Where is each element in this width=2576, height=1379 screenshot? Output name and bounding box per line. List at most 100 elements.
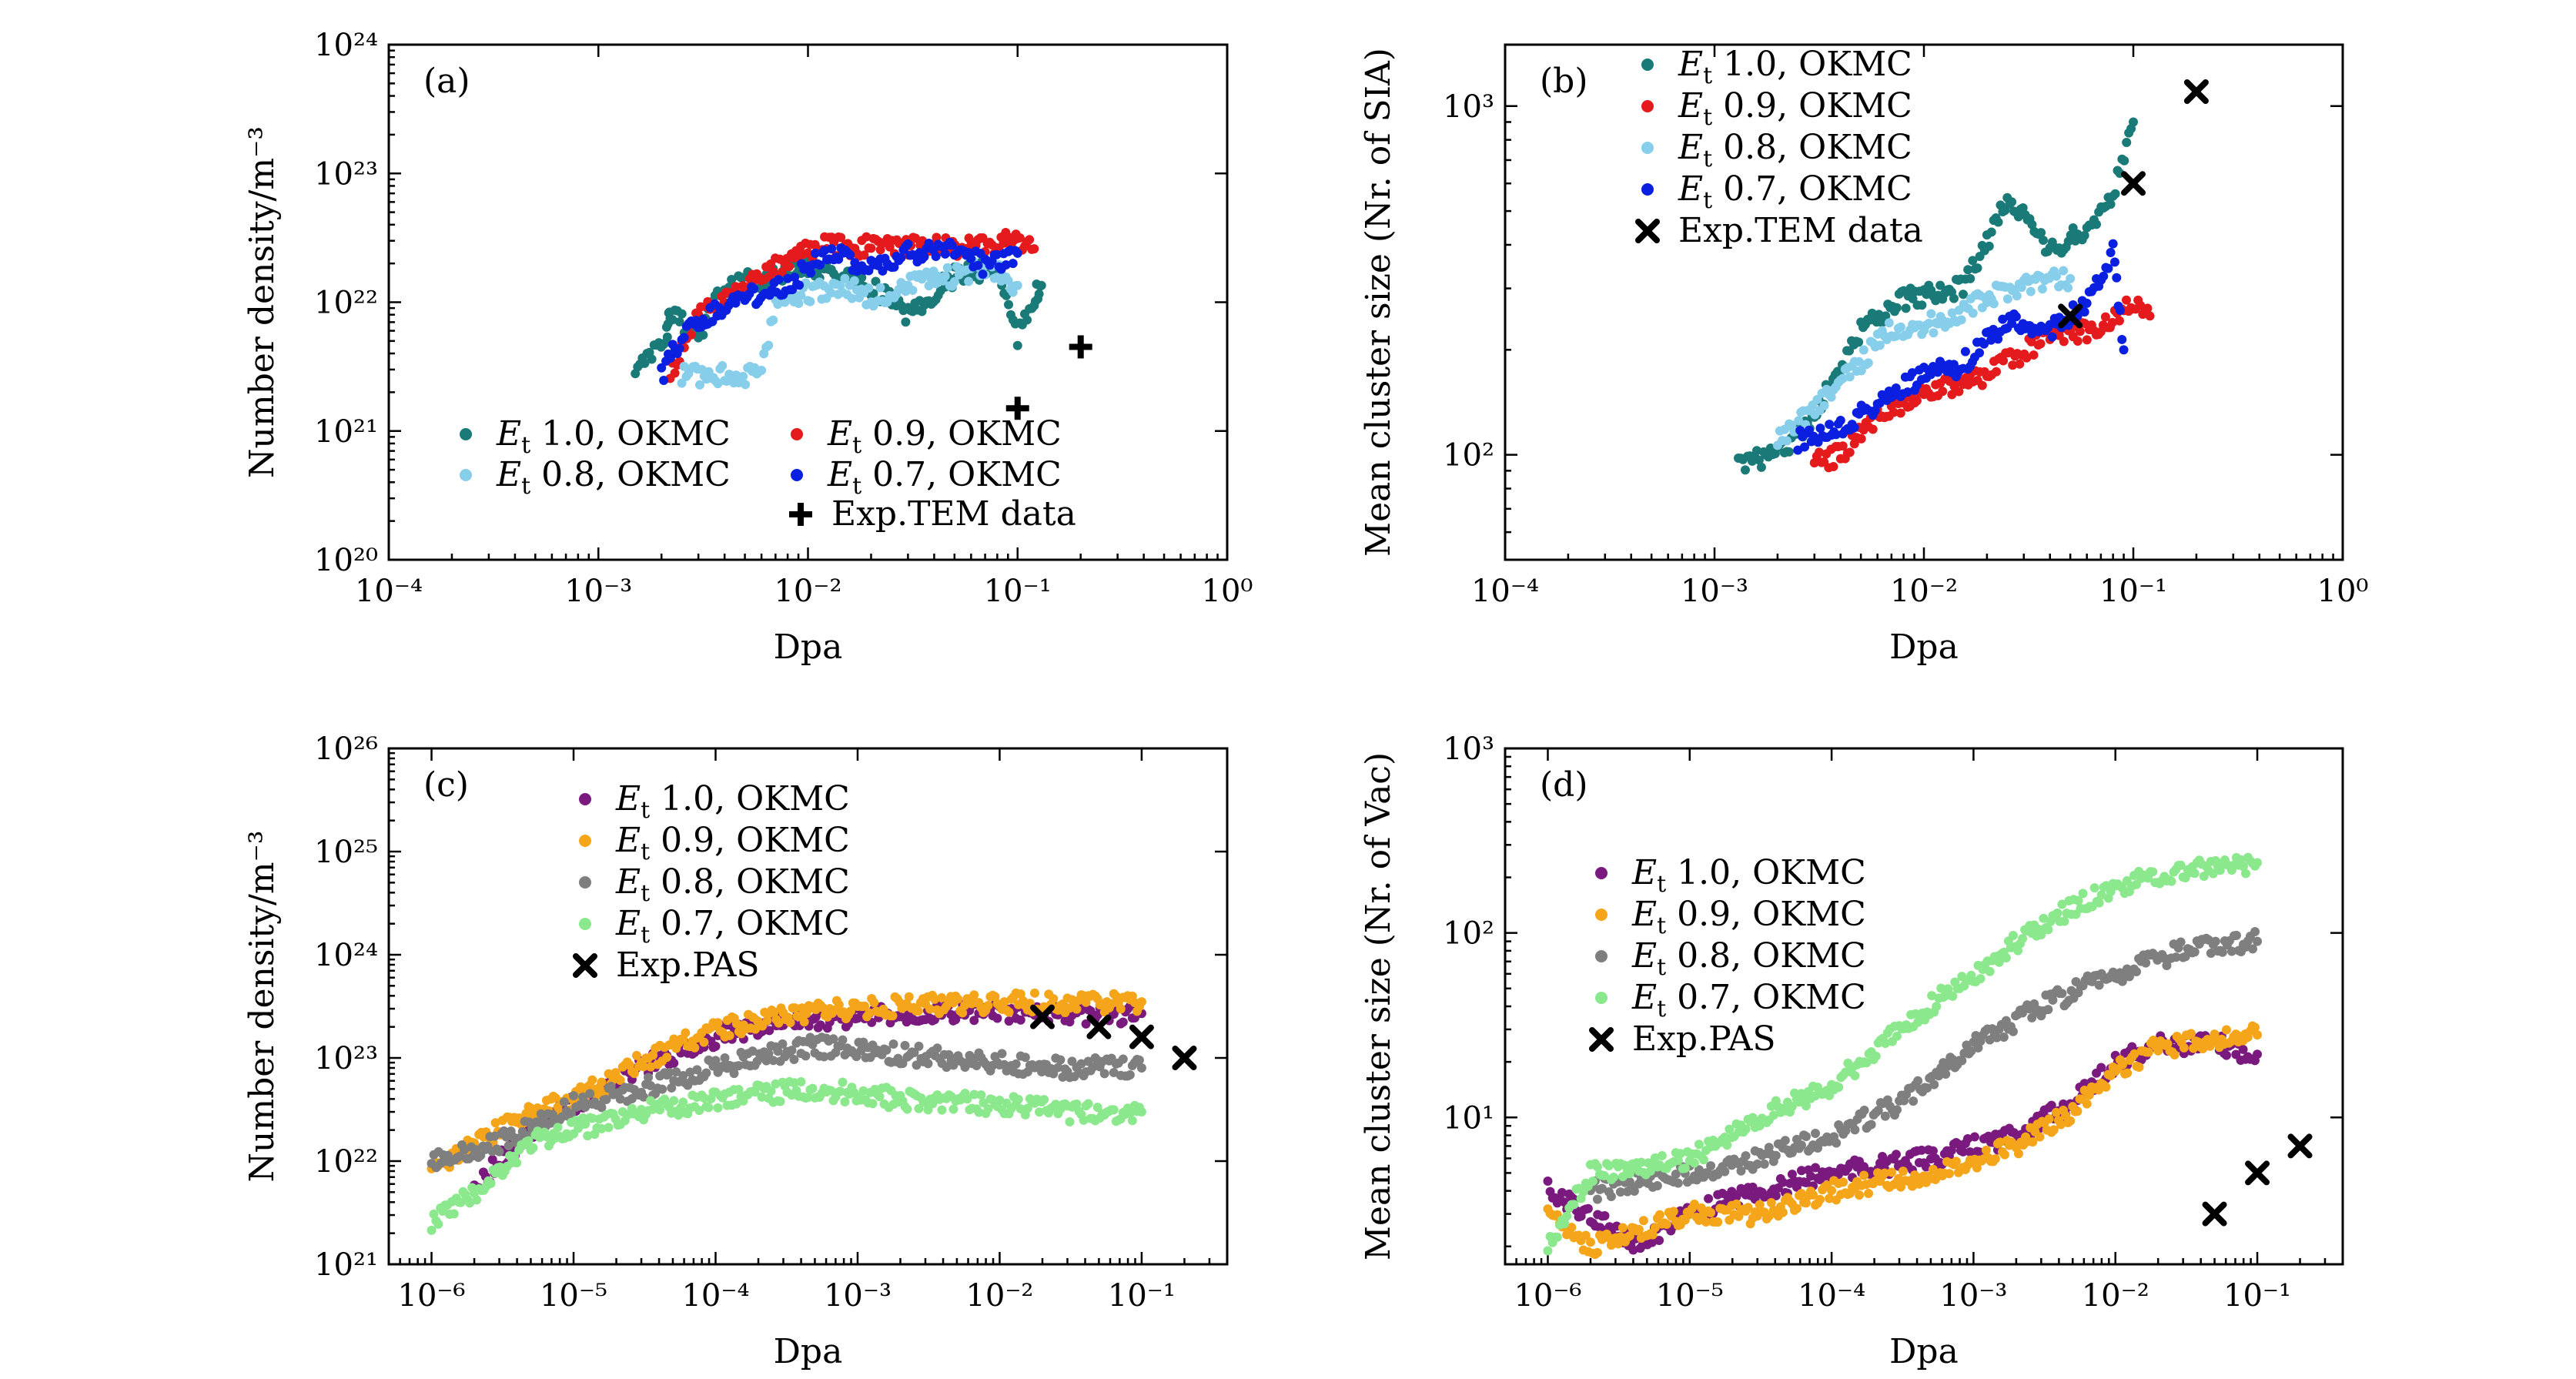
data-point xyxy=(757,1092,767,1102)
data-point xyxy=(1608,1172,1618,1182)
data-point xyxy=(615,1094,625,1104)
data-point xyxy=(2057,899,2067,909)
data-point xyxy=(964,276,974,286)
data-point xyxy=(2179,1043,2189,1053)
data-point xyxy=(2056,1120,2066,1130)
data-point xyxy=(1956,315,1966,325)
data-point xyxy=(1875,398,1885,408)
data-point xyxy=(969,1089,979,1100)
data-point xyxy=(1880,1168,1890,1178)
data-point xyxy=(1936,983,1946,993)
data-point xyxy=(2066,986,2076,996)
data-point xyxy=(1801,1198,1811,1208)
data-point xyxy=(494,1146,504,1156)
data-point xyxy=(925,1004,935,1014)
legend-entry: Et 1.0, OKMC xyxy=(1641,45,1912,89)
data-point xyxy=(1947,308,1957,318)
legend-label-sub: t xyxy=(1703,62,1712,89)
data-point xyxy=(741,380,751,390)
legend-label-sub: t xyxy=(852,432,861,459)
data-point xyxy=(1875,340,1885,350)
data-point xyxy=(1972,263,1982,273)
series-2 xyxy=(427,988,1146,1173)
data-point xyxy=(1834,1083,1844,1093)
data-point xyxy=(2079,230,2089,240)
data-point xyxy=(2202,1201,2227,1227)
data-point xyxy=(2170,1050,2180,1060)
data-point xyxy=(1892,303,1902,313)
legend-label: Et 0.7, OKMC xyxy=(827,455,1062,500)
data-point xyxy=(1891,331,1901,341)
data-point xyxy=(1680,1163,1690,1173)
data-point xyxy=(644,1073,654,1083)
data-point xyxy=(2136,300,2146,310)
legend-label: Et 0.9, OKMC xyxy=(1678,86,1912,131)
data-point xyxy=(838,1077,848,1087)
legend-label-rest: 0.9, OKMC xyxy=(650,821,850,860)
y-axis-label: Number density/m⁻³ xyxy=(243,831,282,1183)
x-axis-label: Dpa xyxy=(1889,628,1959,667)
legend-label-main: E xyxy=(1631,895,1657,934)
data-point xyxy=(1689,1200,1699,1210)
data-point xyxy=(1592,1247,1602,1257)
data-point xyxy=(1856,433,1866,443)
x-tick-label: 10⁻⁵ xyxy=(1656,1278,1724,1314)
data-point xyxy=(762,1016,772,1026)
x-tick-label: 10⁰ xyxy=(2317,574,2369,609)
data-point xyxy=(664,1067,674,1077)
data-point xyxy=(1585,1237,1595,1247)
data-point xyxy=(1791,1203,1802,1213)
data-point xyxy=(1072,1099,1082,1109)
legend-entry: Et 0.9, OKMC xyxy=(791,414,1062,459)
data-point xyxy=(1065,1117,1075,1127)
chart-panel-3: 10⁻⁶ 10⁻⁵ 10⁻⁴ 10⁻³ 10⁻² 10⁻¹ 10²¹ 10²² 10²³ 10²⁴… xyxy=(243,731,1229,1371)
data-point xyxy=(2015,359,2025,369)
legend-marker xyxy=(1595,992,1607,1004)
data-point xyxy=(992,249,1002,259)
data-point xyxy=(1901,303,1911,313)
data-point xyxy=(2253,858,2263,868)
data-point xyxy=(1689,1158,1699,1168)
data-point xyxy=(835,280,845,290)
data-point xyxy=(1118,1017,1128,1027)
data-point xyxy=(2145,311,2155,321)
y-tick-label: 10³ xyxy=(1443,89,1494,125)
data-point xyxy=(490,1118,500,1128)
data-point xyxy=(1036,280,1046,290)
data-point xyxy=(1985,966,1995,976)
data-point xyxy=(2066,1116,2076,1126)
data-point xyxy=(914,1041,924,1051)
data-point xyxy=(2058,303,2083,329)
data-point xyxy=(845,1006,855,1016)
data-point xyxy=(580,1119,590,1129)
data-point xyxy=(1560,1219,1570,1229)
data-point xyxy=(659,376,669,386)
data-point xyxy=(2166,876,2176,886)
data-point xyxy=(2001,952,2011,962)
data-point xyxy=(1968,256,1978,266)
data-point xyxy=(524,1136,534,1146)
chart-panel-1: 10⁻⁴ 10⁻³ 10⁻² 10⁻¹ 10⁰ 10²⁰ 10²¹ 10²² 10²³ 10²⁴ D… xyxy=(243,28,1253,667)
data-point xyxy=(768,315,778,325)
data-point xyxy=(1811,1129,1821,1139)
data-point xyxy=(2059,266,2069,276)
data-point xyxy=(1600,1210,1610,1220)
legend-label: Et 1.0, OKMC xyxy=(615,779,850,824)
data-point xyxy=(2108,239,2118,249)
data-point xyxy=(875,1092,885,1102)
data-point xyxy=(1873,1106,1883,1116)
data-point xyxy=(1636,1157,1646,1167)
data-point xyxy=(690,1043,700,1053)
data-point xyxy=(2253,1049,2263,1059)
data-point xyxy=(724,1030,734,1040)
data-point xyxy=(692,1065,702,1075)
data-point xyxy=(2231,930,2241,940)
x-tick-label: 10⁻¹ xyxy=(2223,1278,2291,1314)
data-point xyxy=(1858,345,1868,355)
data-point xyxy=(1029,1004,1055,1029)
data-point xyxy=(1634,1224,1644,1234)
data-point xyxy=(1092,1103,1102,1113)
legend-entry: Et 1.0, OKMC xyxy=(1595,853,1866,898)
data-point xyxy=(512,1158,522,1168)
data-point xyxy=(1618,1223,1628,1233)
